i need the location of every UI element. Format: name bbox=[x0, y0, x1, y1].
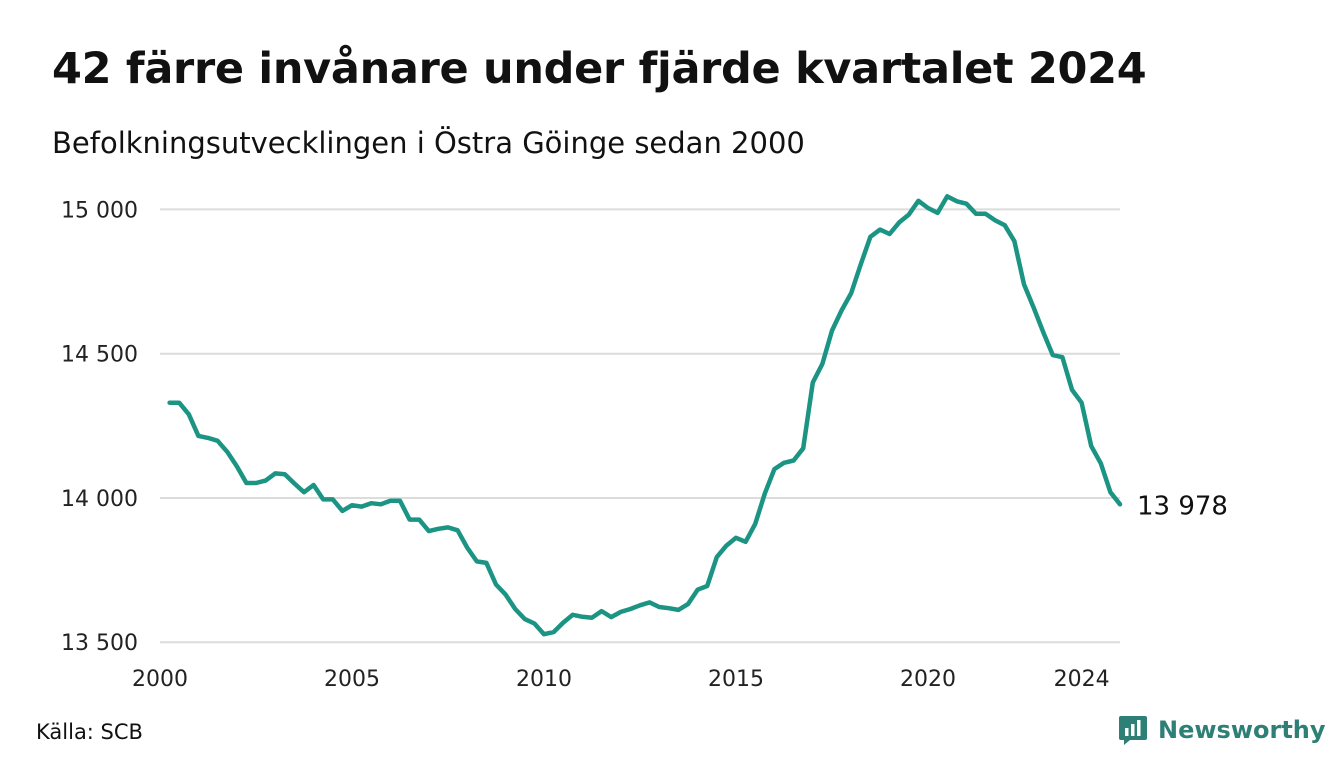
y-tick-label: 13 500 bbox=[61, 631, 138, 656]
x-axis-ticks: 2000 2005 2010 2015 2020 2024 bbox=[132, 667, 1110, 692]
grid-lines bbox=[160, 208, 1120, 644]
brand-logo: Newsworthy bbox=[1118, 714, 1326, 746]
annotations: 13 978 bbox=[1137, 491, 1228, 521]
y-axis-ticks: 13 500 14 000 14 500 15 000 bbox=[61, 198, 138, 656]
y-tick-label: 14 500 bbox=[61, 343, 138, 368]
x-tick-label: 2015 bbox=[708, 667, 764, 692]
x-tick-label: 2024 bbox=[1054, 667, 1110, 692]
series-line bbox=[167, 194, 1123, 637]
chart-title: 42 färre invånare under fjärde kvartalet… bbox=[52, 44, 1147, 94]
source-note: Källa: SCB bbox=[36, 720, 143, 744]
x-tick-label: 2000 bbox=[132, 667, 188, 692]
y-tick-label: 15 000 bbox=[61, 198, 138, 223]
x-tick-label: 2010 bbox=[516, 667, 572, 692]
x-tick-label: 2020 bbox=[900, 667, 956, 692]
x-tick-label: 2005 bbox=[324, 667, 380, 692]
end-value-label: 13 978 bbox=[1137, 491, 1228, 521]
brand-name: Newsworthy bbox=[1158, 716, 1326, 744]
chart-subtitle: Befolkningsutvecklingen i Östra Göinge s… bbox=[52, 126, 805, 160]
series-group bbox=[167, 194, 1123, 637]
newsworthy-chart-icon bbox=[1118, 714, 1148, 746]
y-tick-label: 14 000 bbox=[61, 487, 138, 512]
